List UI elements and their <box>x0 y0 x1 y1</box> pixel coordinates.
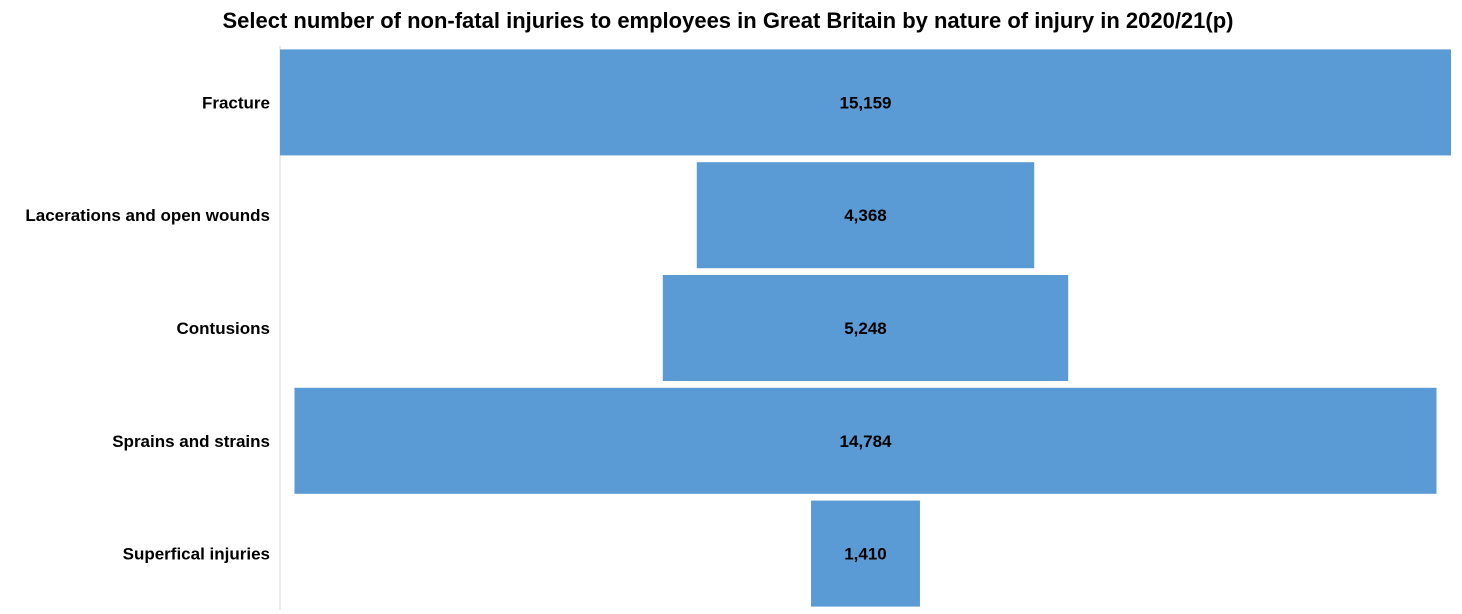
bar-1 <box>696 162 1035 269</box>
category-label-3: Sprains and strains <box>112 432 270 451</box>
value-label-3: 14,784 <box>840 432 893 451</box>
chart-title: Select number of non-fatal injuries to e… <box>223 8 1234 33</box>
bar-2 <box>662 274 1069 382</box>
category-label-1: Lacerations and open wounds <box>25 206 270 225</box>
category-labels: Fracture Lacerations and open wounds Contu… <box>25 93 270 563</box>
bar-3 <box>294 387 1437 494</box>
value-label-4: 1,410 <box>844 545 887 564</box>
value-label-2: 5,248 <box>844 319 887 338</box>
bar-4 <box>811 500 920 607</box>
category-label-0: Fracture <box>202 93 270 112</box>
category-label-4: Superfical injuries <box>123 545 270 564</box>
value-labels: 15,159 4,368 5,248 14,784 1,410 <box>840 93 893 563</box>
bar-0 <box>280 49 1451 156</box>
value-label-1: 4,368 <box>844 206 887 225</box>
category-label-2: Contusions <box>177 319 271 338</box>
bars-group <box>280 49 1451 607</box>
value-label-0: 15,159 <box>840 93 892 112</box>
